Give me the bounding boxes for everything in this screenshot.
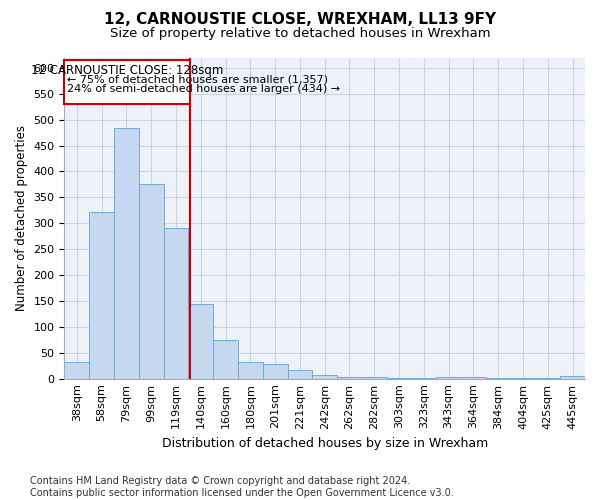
Bar	[263, 364, 287, 378]
Bar	[164, 228, 188, 378]
Text: Size of property relative to detached houses in Wrexham: Size of property relative to detached ho…	[110, 28, 490, 40]
Bar	[64, 362, 89, 378]
Bar	[287, 370, 313, 378]
Bar	[238, 362, 263, 378]
Bar	[362, 376, 386, 378]
Text: 24% of semi-detached houses are larger (434) →: 24% of semi-detached houses are larger (…	[67, 84, 340, 94]
Bar	[560, 376, 585, 378]
Bar	[89, 212, 114, 378]
Bar	[188, 304, 213, 378]
Text: ← 75% of detached houses are smaller (1,357): ← 75% of detached houses are smaller (1,…	[67, 74, 328, 85]
Bar	[436, 377, 461, 378]
Bar	[461, 377, 486, 378]
Bar	[313, 374, 337, 378]
Bar	[114, 128, 139, 378]
X-axis label: Distribution of detached houses by size in Wrexham: Distribution of detached houses by size …	[161, 437, 488, 450]
Text: Contains HM Land Registry data © Crown copyright and database right 2024.
Contai: Contains HM Land Registry data © Crown c…	[30, 476, 454, 498]
Text: 12 CARNOUSTIE CLOSE: 128sqm: 12 CARNOUSTIE CLOSE: 128sqm	[31, 64, 223, 77]
Text: 12, CARNOUSTIE CLOSE, WREXHAM, LL13 9FY: 12, CARNOUSTIE CLOSE, WREXHAM, LL13 9FY	[104, 12, 496, 28]
Bar	[139, 184, 164, 378]
Bar	[337, 376, 362, 378]
Bar	[64, 60, 190, 104]
Bar	[213, 340, 238, 378]
Y-axis label: Number of detached properties: Number of detached properties	[15, 125, 28, 311]
